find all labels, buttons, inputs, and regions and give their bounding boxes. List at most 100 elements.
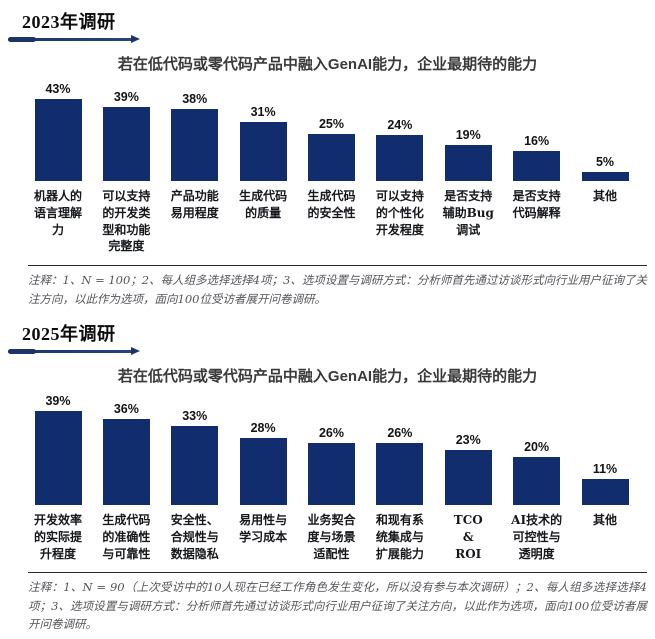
bar-column: 5% 其他 [573, 80, 637, 255]
bar [581, 171, 629, 181]
bar-category-label: 生成代码 的安全性 [307, 189, 356, 220]
bar-column: 43% 机器人的 语言理解 力 [26, 80, 90, 255]
chart-title-2025: 若在低代码或零代码产品中融入GenAI能力，企业最期待的能力 [117, 367, 538, 385]
bar-value-label: 33% [182, 408, 208, 423]
bar-value-label: 31% [250, 105, 276, 120]
bar-column: 39% 开发效率 的实际提 升程度 [26, 392, 90, 562]
bar-value-label: 28% [250, 420, 276, 435]
bar [308, 442, 355, 505]
bar-category-label: 生成代码 的准确性 与可靠性 [102, 512, 151, 561]
bar-column: 11% 其他 [573, 392, 637, 562]
bar-stack: 43% [34, 80, 82, 181]
bar-stack: 26% [308, 392, 355, 505]
bar-stack: 31% [239, 80, 287, 181]
bar-category-label: 开发效率 的实际提 升程度 [33, 512, 82, 561]
bar-category-label: 可以支持 的开发类 型和功能 完整度 [102, 189, 151, 254]
header-underline-arrow [8, 346, 140, 355]
bar-column: 28% 易用性与 学习成本 [231, 392, 295, 562]
bar [171, 425, 219, 505]
bar-chart-2025: 39% 开发效率 的实际提 升程度 36% 生成代码 的准确性 与可靠性 33% 安全性、… [0, 386, 655, 562]
bar-stack: 19% [444, 80, 492, 181]
bar [239, 122, 287, 181]
bar-column: 19% 是否支持 辅助Bug 调试 [436, 80, 500, 255]
bar-category-label: 是否支持 代码解释 [512, 189, 561, 220]
bar [239, 437, 287, 505]
survey-note-2025: 注释：1、N = 90（上次受访中的10人现在已经工作角色发生变化，所以没有参与… [28, 572, 647, 633]
section-2023-survey: 2023年调研 若在低代码或零代码产品中融入GenAI能力，企业最期待的能力 4… [0, 0, 655, 308]
bar-value-label: 36% [113, 401, 139, 416]
bar-column: 26% 业务契合 度与场景 适配性 [300, 392, 364, 562]
bar [308, 133, 355, 181]
bar-value-label: 11% [592, 461, 618, 476]
bar-category-label: 其他 [592, 512, 617, 527]
bar-category-label: 可以支持 的个性化 开发程度 [375, 189, 424, 237]
bar-category-label: 和现有系 统集成与 扩展能力 [375, 512, 424, 561]
bar [513, 150, 561, 181]
bar-value-label: 38% [182, 91, 208, 106]
bar-category-label: 产品功能 易用程度 [170, 189, 219, 220]
bar-category-label: TCO & ROI [453, 512, 483, 561]
bar-column: 31% 生成代码 的质量 [231, 80, 295, 255]
bar-value-label: 39% [45, 394, 71, 409]
bar-column: 36% 生成代码 的准确性 与可靠性 [94, 392, 158, 562]
bar-column: 24% 可以支持 的个性化 开发程度 [368, 80, 432, 255]
bar-category-label: 机器人的 语言理解 力 [33, 189, 82, 237]
section-2025-survey: 2025年调研 若在低代码或零代码产品中融入GenAI能力，企业最期待的能力 3… [0, 308, 655, 634]
bar-stack: 25% [308, 80, 355, 181]
bar-stack: 28% [239, 392, 287, 505]
bar-category-label: AI技术的 可控性与 透明度 [511, 512, 563, 561]
bar [513, 456, 561, 505]
bar-column: 16% 是否支持 代码解释 [505, 80, 569, 255]
bar-stack: 39% [102, 80, 150, 181]
bar-column: 33% 安全性、 合规性与 数据隐私 [163, 392, 227, 562]
bar-value-label: 20% [524, 439, 550, 454]
header-underline-arrow [8, 35, 140, 43]
bar-category-label: 安全性、 合规性与 数据隐私 [170, 512, 219, 561]
bar-column: 23% TCO & ROI [436, 392, 500, 562]
bar-category-label: 业务契合 度与场景 适配性 [307, 512, 356, 561]
bar-stack: 16% [513, 80, 561, 181]
bar-stack: 5% [581, 80, 629, 181]
bar-value-label: 25% [318, 116, 345, 131]
bar-category-label: 其他 [592, 189, 617, 203]
bar-value-label: 26% [318, 425, 345, 440]
bar-category-label: 是否支持 辅助Bug 调试 [442, 189, 494, 237]
bar-column: 26% 和现有系 统集成与 扩展能力 [368, 392, 432, 562]
bar-value-label: 16% [524, 133, 550, 148]
section-title-2023: 2023年调研 [22, 12, 116, 32]
bar-value-label: 23% [455, 432, 481, 447]
bar-column: 25% 生成代码 的安全性 [300, 80, 364, 255]
bar [444, 144, 492, 181]
bar-value-label: 26% [387, 425, 413, 440]
bar [376, 442, 424, 505]
bar-value-label: 19% [455, 127, 481, 142]
bar-column: 38% 产品功能 易用程度 [163, 80, 227, 255]
bar-column: 20% AI技术的 可控性与 透明度 [505, 392, 569, 562]
chart-title-2023: 若在低代码或零代码产品中融入GenAI能力，企业最期待的能力 [117, 56, 538, 73]
bar-stack: 23% [444, 392, 492, 505]
bar-stack: 24% [376, 80, 424, 181]
bar-stack: 33% [171, 392, 219, 505]
bar-stack: 11% [581, 392, 629, 505]
bar-stack: 38% [171, 80, 219, 181]
bar-stack: 36% [102, 392, 150, 505]
survey-note-2023: 注释：1、N = 100；2、每人组多选择选择4项；3、选项设置与调研方式：分析… [28, 265, 647, 308]
bar [34, 411, 82, 505]
bar [34, 99, 82, 181]
bar-chart-2023: 43% 机器人的 语言理解 力 39% 可以支持 的开发类 型和功能 完整度 38% 产品… [0, 74, 655, 255]
bar-stack: 26% [376, 392, 424, 505]
bar-value-label: 43% [45, 82, 71, 97]
bar [376, 135, 424, 181]
bar [444, 449, 492, 505]
bar [171, 108, 219, 181]
bar [102, 106, 150, 181]
bar-column: 39% 可以支持 的开发类 型和功能 完整度 [94, 80, 158, 255]
section-title-2025: 2025年调研 [22, 323, 116, 344]
bar-category-label: 易用性与 学习成本 [239, 512, 288, 544]
bar [581, 478, 629, 505]
bar [102, 418, 150, 505]
bar-value-label: 5% [595, 154, 615, 169]
bar-category-label: 生成代码 的质量 [239, 189, 288, 220]
bar-stack: 20% [513, 392, 561, 505]
